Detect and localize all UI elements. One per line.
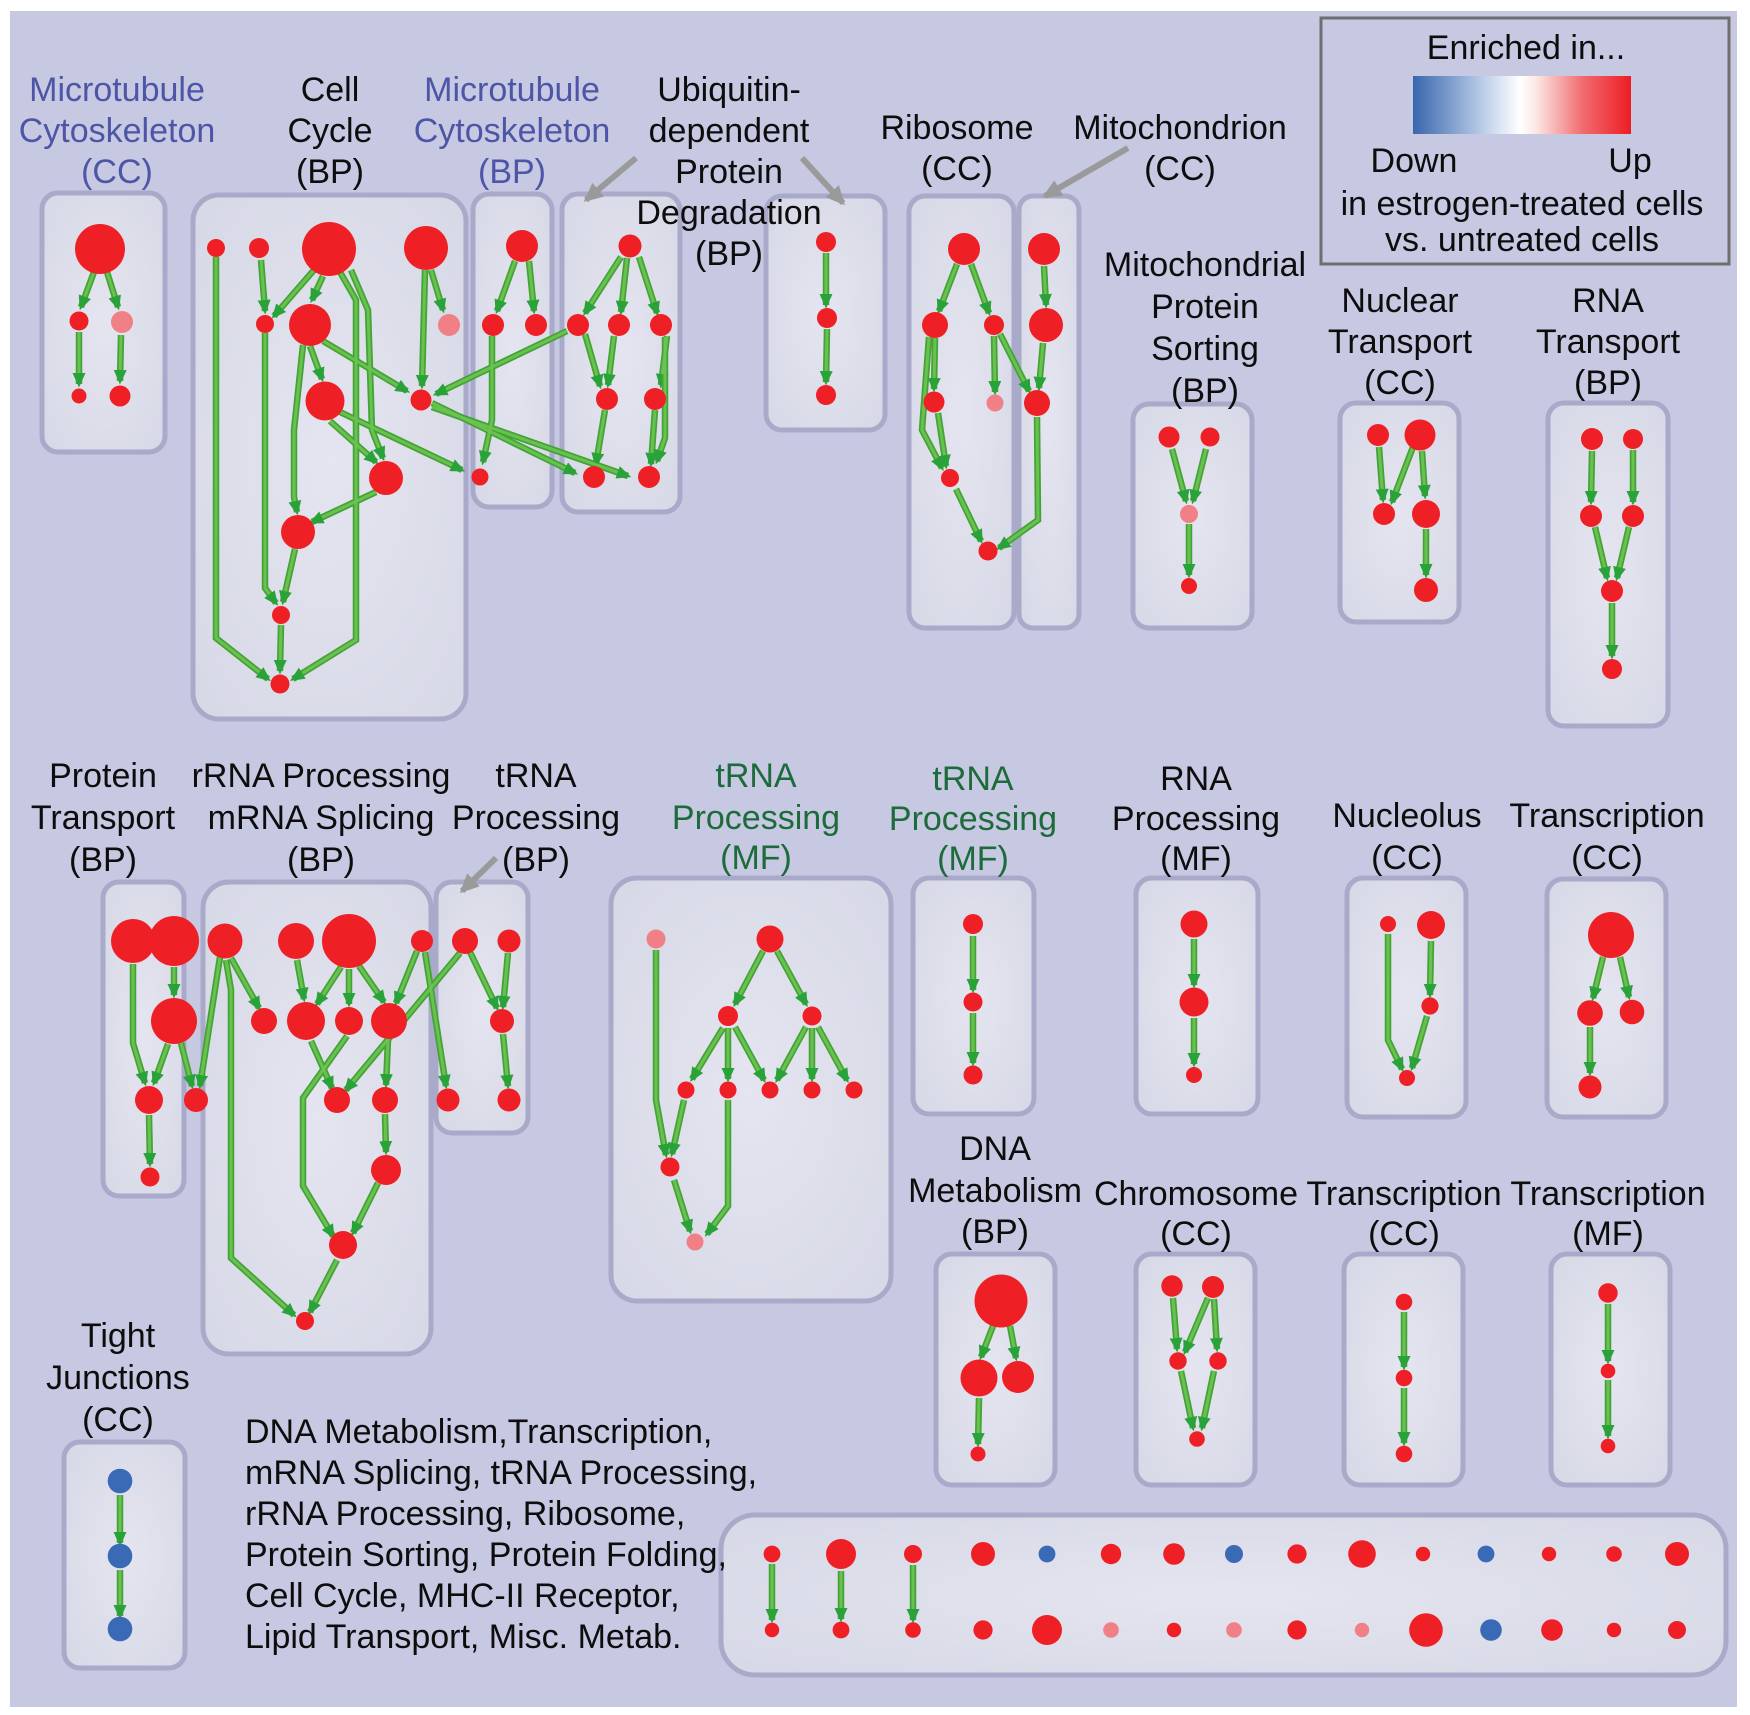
- svg-text:(CC): (CC): [1160, 1215, 1232, 1253]
- svg-text:Transport: Transport: [1328, 323, 1473, 361]
- svg-text:(CC): (CC): [1368, 1215, 1440, 1253]
- svg-text:Transport: Transport: [1536, 323, 1681, 361]
- svg-text:(MF): (MF): [720, 839, 792, 877]
- svg-text:in estrogen-treated cells: in estrogen-treated cells: [1341, 185, 1704, 223]
- svg-text:Tight: Tight: [81, 1317, 156, 1355]
- svg-text:Chromosome: Chromosome: [1094, 1175, 1298, 1213]
- svg-text:Up: Up: [1608, 142, 1651, 180]
- svg-text:Microtubule: Microtubule: [29, 71, 205, 109]
- svg-text:Lipid Transport, Misc. Metab.: Lipid Transport, Misc. Metab.: [245, 1618, 682, 1656]
- svg-text:Cell: Cell: [301, 71, 360, 109]
- svg-text:Transport: Transport: [31, 799, 176, 837]
- svg-text:Nucleolus: Nucleolus: [1332, 797, 1481, 835]
- svg-text:Microtubule: Microtubule: [424, 71, 600, 109]
- svg-text:(BP): (BP): [478, 153, 546, 191]
- svg-text:Processing: Processing: [672, 799, 840, 837]
- svg-text:(BP): (BP): [287, 841, 355, 879]
- svg-text:Down: Down: [1371, 142, 1458, 180]
- svg-text:(MF): (MF): [1572, 1215, 1644, 1253]
- svg-text:Cytoskeleton: Cytoskeleton: [414, 112, 611, 150]
- svg-text:Sorting: Sorting: [1151, 330, 1259, 368]
- svg-text:DNA Metabolism,Transcription,: DNA Metabolism,Transcription,: [245, 1413, 712, 1451]
- svg-text:mRNA Splicing: mRNA Splicing: [208, 799, 435, 837]
- svg-text:Protein: Protein: [1151, 288, 1259, 326]
- svg-text:dependent: dependent: [649, 112, 810, 150]
- svg-text:(MF): (MF): [1160, 840, 1232, 878]
- svg-text:Protein Sorting, Protein Foldi: Protein Sorting, Protein Folding,: [245, 1536, 727, 1574]
- svg-text:(MF): (MF): [937, 840, 1009, 878]
- svg-text:(CC): (CC): [1571, 839, 1643, 877]
- svg-text:Transcription: Transcription: [1509, 797, 1704, 835]
- svg-text:Mitochondrion: Mitochondrion: [1073, 109, 1287, 147]
- svg-text:(CC): (CC): [1371, 839, 1443, 877]
- svg-text:(CC): (CC): [921, 150, 993, 188]
- svg-text:DNA: DNA: [959, 1130, 1031, 1168]
- svg-text:RNA: RNA: [1572, 282, 1644, 320]
- svg-text:Metabolism: Metabolism: [908, 1172, 1082, 1210]
- svg-text:Cycle: Cycle: [287, 112, 372, 150]
- svg-text:tRNA: tRNA: [715, 757, 797, 795]
- svg-text:Processing: Processing: [1112, 800, 1280, 838]
- svg-text:Junctions: Junctions: [46, 1359, 190, 1397]
- svg-text:tRNA: tRNA: [495, 757, 577, 795]
- svg-text:(CC): (CC): [1144, 150, 1216, 188]
- svg-text:Enriched in...: Enriched in...: [1427, 29, 1625, 67]
- svg-text:Protein: Protein: [675, 153, 783, 191]
- svg-text:Processing: Processing: [452, 799, 620, 837]
- svg-text:(BP): (BP): [961, 1213, 1029, 1251]
- svg-text:(BP): (BP): [1171, 372, 1239, 410]
- svg-text:Ribosome: Ribosome: [880, 109, 1033, 147]
- svg-text:vs. untreated cells: vs. untreated cells: [1385, 221, 1659, 259]
- svg-text:Mitochondrial: Mitochondrial: [1104, 246, 1306, 284]
- svg-text:(BP): (BP): [296, 153, 364, 191]
- svg-text:rRNA Processing, Ribosome,: rRNA Processing, Ribosome,: [245, 1495, 685, 1533]
- svg-text:Transcription: Transcription: [1510, 1175, 1705, 1213]
- svg-text:(CC): (CC): [81, 153, 153, 191]
- svg-text:(CC): (CC): [82, 1401, 154, 1439]
- svg-text:Nuclear: Nuclear: [1341, 282, 1458, 320]
- svg-text:rRNA Processing: rRNA Processing: [192, 757, 451, 795]
- svg-text:(BP): (BP): [502, 841, 570, 879]
- svg-text:Protein: Protein: [49, 757, 157, 795]
- svg-text:RNA: RNA: [1160, 760, 1232, 798]
- svg-text:Transcription: Transcription: [1306, 1175, 1501, 1213]
- svg-text:(BP): (BP): [695, 235, 763, 273]
- svg-text:(BP): (BP): [1574, 364, 1642, 402]
- svg-text:(CC): (CC): [1364, 364, 1436, 402]
- svg-text:Cell Cycle, MHC-II Receptor,: Cell Cycle, MHC-II Receptor,: [245, 1577, 680, 1615]
- svg-text:Cytoskeleton: Cytoskeleton: [19, 112, 216, 150]
- svg-text:Ubiquitin-: Ubiquitin-: [657, 71, 801, 109]
- svg-text:(BP): (BP): [69, 841, 137, 879]
- svg-text:Degradation: Degradation: [636, 194, 821, 232]
- svg-text:tRNA: tRNA: [932, 760, 1014, 798]
- svg-text:Processing: Processing: [889, 800, 1057, 838]
- svg-text:mRNA Splicing, tRNA Processing: mRNA Splicing, tRNA Processing,: [245, 1454, 757, 1492]
